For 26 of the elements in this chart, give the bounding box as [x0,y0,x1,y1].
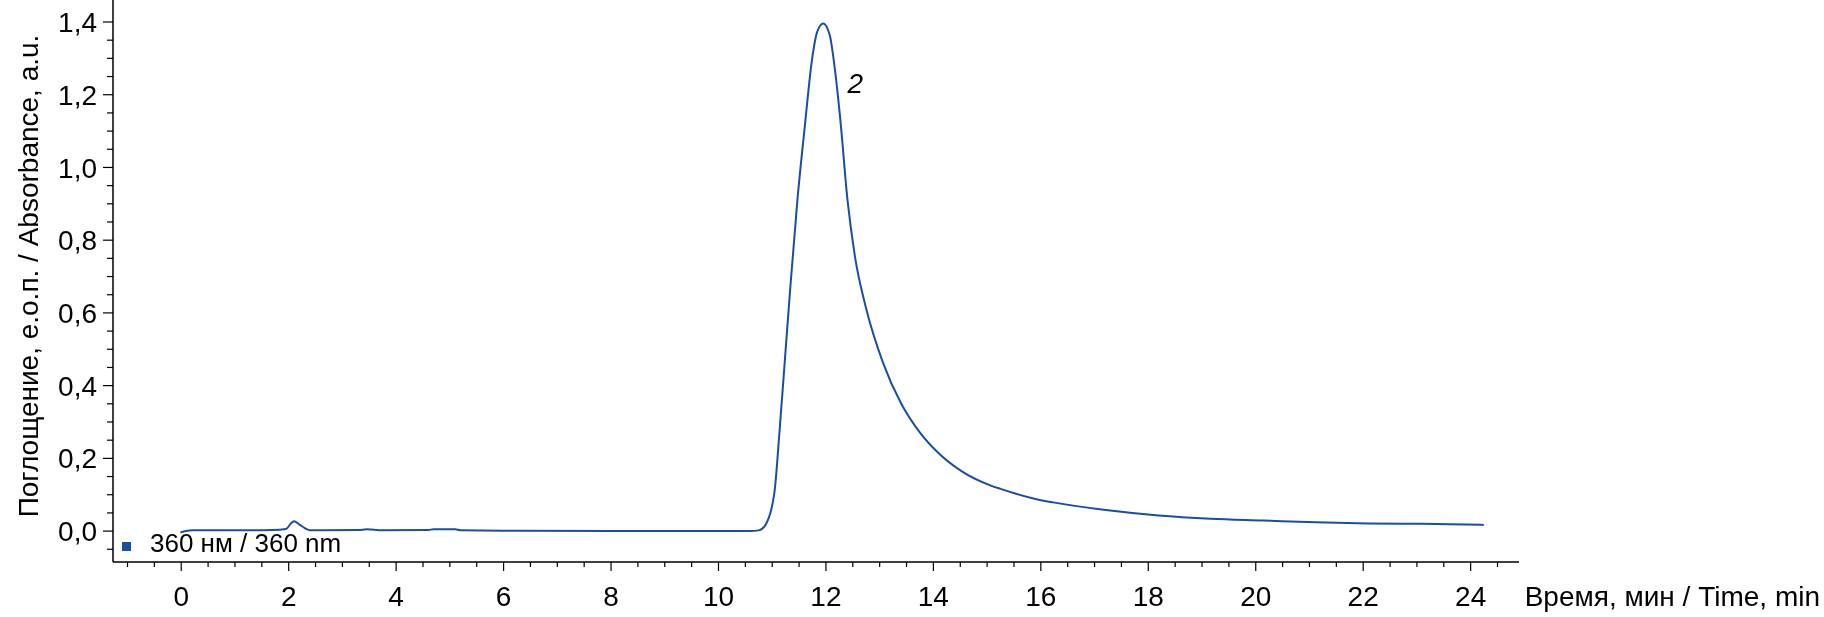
x-tick-label: 6 [495,581,512,612]
x-tick-label: 8 [603,581,619,612]
y-tick-label: 1,4 [58,7,97,39]
line-series [180,22,1484,534]
x-tick-label: 18 [1132,581,1164,612]
x-axis-title: Время, мин / Time, min [1524,581,1820,612]
y-tick-label: 0,0 [58,516,97,548]
x-tick-label: 2 [280,581,297,612]
x-tick-label: 4 [388,581,404,612]
y-tick-label: 0,4 [58,370,97,402]
y-tick-label: 1,2 [58,79,97,111]
y-tick-label: 0,8 [58,225,97,257]
y-tick-label: 0,6 [58,297,97,329]
x-tick-label: 16 [1025,581,1057,612]
y-axis-title: Поглощение, е.о.п. / Absorbance, a.u. [13,34,44,518]
x-tick-label: 14 [917,581,949,612]
y-tick-label: 0,2 [58,443,97,475]
y-tick-label: 1,0 [58,152,97,184]
x-tick-label: 12 [810,581,842,612]
legend-label: 360 нм / 360 nm [150,528,342,558]
x-tick-label: 22 [1347,581,1379,612]
x-tick-label: 0 [173,581,190,612]
x-tick-label: 24 [1455,581,1487,612]
x-tick-label: 20 [1240,581,1272,612]
x-tick-label: 10 [702,581,735,612]
annotation: 2 [846,67,864,99]
